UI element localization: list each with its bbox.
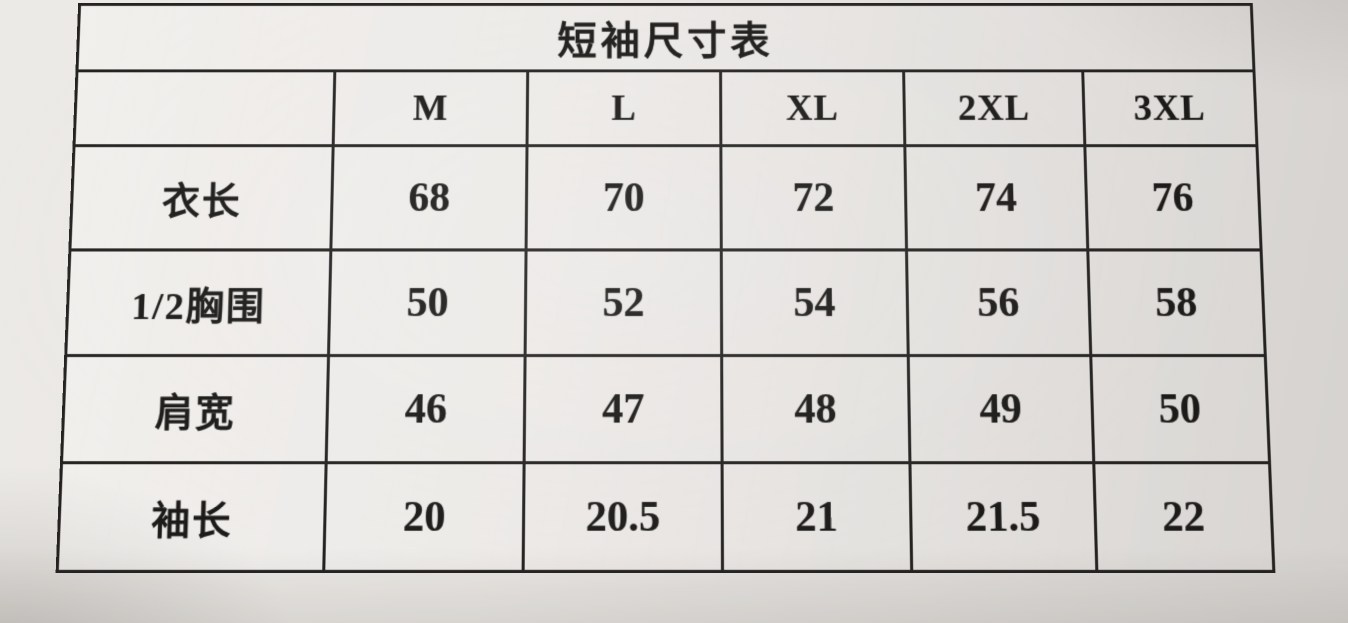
cell-value: 22 bbox=[1093, 462, 1274, 572]
cell-value: 47 bbox=[524, 355, 723, 463]
cell-value: 50 bbox=[1090, 355, 1270, 463]
size-header-3xl: 3XL bbox=[1082, 70, 1257, 146]
corner-empty-cell bbox=[74, 70, 335, 146]
cell-value: 56 bbox=[906, 249, 1091, 356]
cell-value: 76 bbox=[1084, 145, 1262, 250]
cell-value: 21.5 bbox=[909, 462, 1097, 572]
cell-value: 49 bbox=[908, 355, 1094, 463]
cell-value: 48 bbox=[721, 355, 910, 463]
table-title-row: 短袖尺寸表 bbox=[76, 4, 1255, 71]
size-chart-table: 短袖尺寸表 M L XL 2XL 3XL 衣长 68 70 72 74 76 1… bbox=[55, 3, 1276, 573]
cell-value: 50 bbox=[328, 249, 527, 356]
row-label-sleeve-length: 袖长 bbox=[57, 462, 327, 572]
cell-value: 20 bbox=[323, 462, 525, 572]
cell-value: 74 bbox=[904, 145, 1088, 250]
row-label-half-chest: 1/2胸围 bbox=[65, 249, 331, 356]
cell-value: 54 bbox=[721, 249, 909, 356]
row-label-shoulder-width: 肩宽 bbox=[61, 355, 329, 463]
table-row-shoulder-width: 肩宽 46 47 48 49 50 bbox=[61, 355, 1270, 463]
cell-value: 20.5 bbox=[523, 462, 723, 572]
table-row-half-chest: 1/2胸围 50 52 54 56 58 bbox=[65, 249, 1266, 356]
row-label-garment-length: 衣长 bbox=[69, 145, 334, 250]
table-row-sleeve-length: 袖长 20 20.5 21 21.5 22 bbox=[57, 462, 1274, 572]
cell-value: 70 bbox=[526, 145, 722, 250]
size-header-m: M bbox=[333, 70, 528, 146]
size-chart-photo: 短袖尺寸表 M L XL 2XL 3XL 衣长 68 70 72 74 76 1… bbox=[55, 3, 1276, 573]
cell-value: 46 bbox=[326, 355, 526, 463]
cell-value: 58 bbox=[1087, 249, 1266, 356]
table-row-garment-length: 衣长 68 70 72 74 76 bbox=[69, 145, 1262, 250]
size-header-xl: XL bbox=[720, 70, 905, 146]
cell-value: 52 bbox=[525, 249, 722, 356]
cell-value: 68 bbox=[330, 145, 528, 250]
size-header-2xl: 2XL bbox=[903, 70, 1085, 146]
size-header-row: M L XL 2XL 3XL bbox=[74, 70, 1257, 146]
cell-value: 21 bbox=[722, 462, 912, 572]
size-header-l: L bbox=[527, 70, 721, 146]
cell-value: 72 bbox=[720, 145, 907, 250]
table-title: 短袖尺寸表 bbox=[76, 4, 1255, 71]
